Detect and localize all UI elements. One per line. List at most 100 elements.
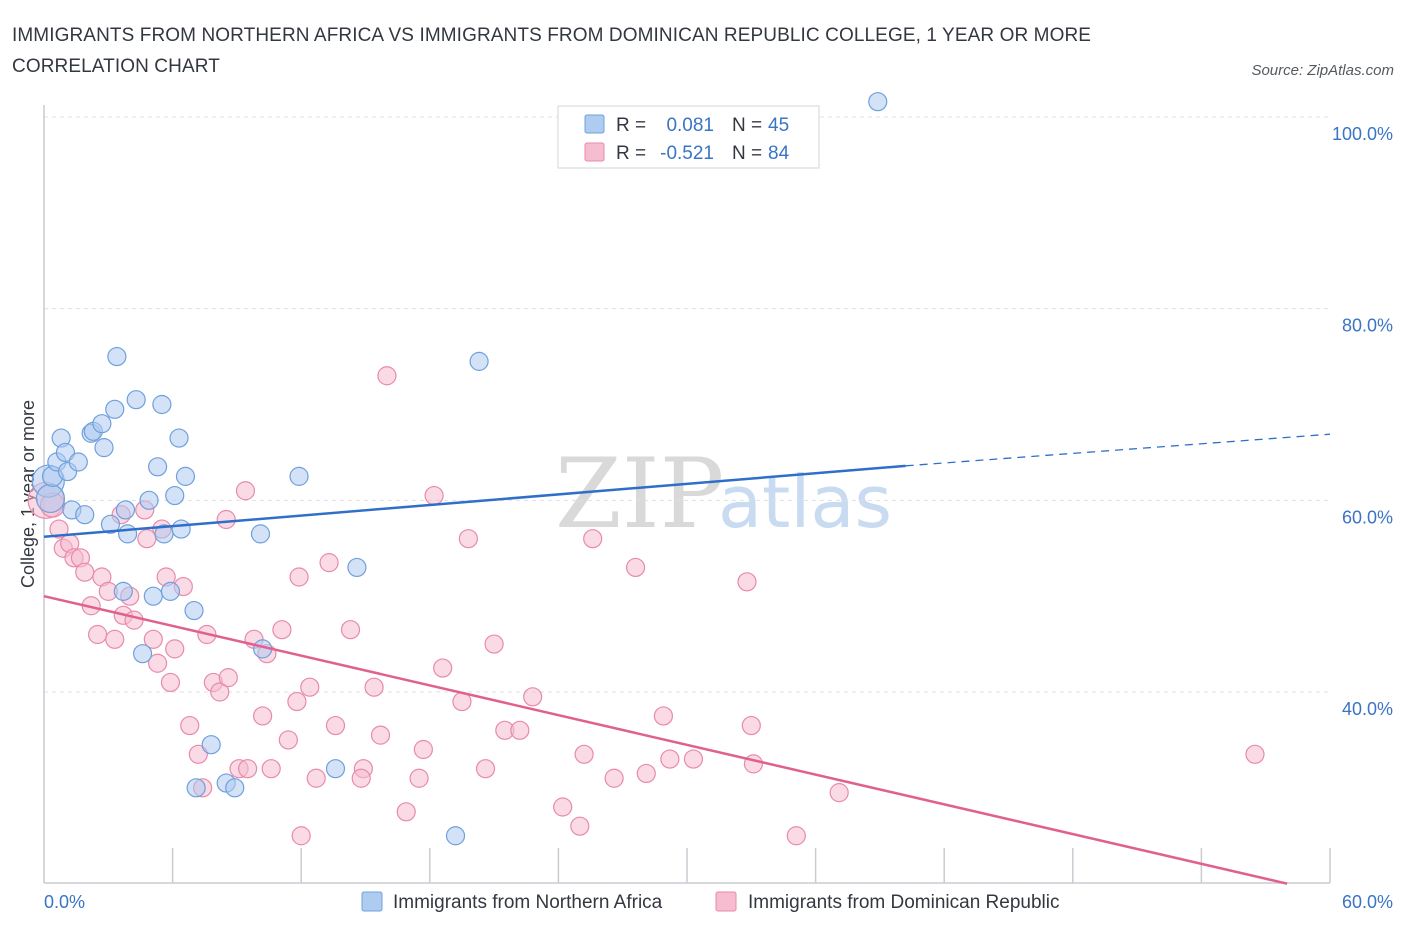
trend-line-extension: [905, 433, 1331, 467]
legend-swatch-blue: [584, 114, 605, 134]
point-dominican-republic: [351, 768, 371, 788]
point-northern-africa: [289, 466, 309, 486]
point-northern-africa: [325, 759, 346, 779]
point-dominican-republic: [216, 509, 236, 530]
point-northern-africa: [68, 452, 88, 472]
point-northern-africa: [105, 399, 125, 419]
y-tick-label: 40.0%: [1342, 699, 1393, 719]
point-dominican-republic: [319, 553, 339, 573]
point-dominican-republic: [409, 768, 429, 788]
point-northern-africa: [115, 500, 136, 520]
y-tick-label: 100.0%: [1332, 124, 1393, 144]
point-dominican-republic: [1245, 744, 1265, 764]
point-northern-africa: [201, 735, 221, 755]
trend-line-dominican-republic: [43, 594, 1288, 885]
point-northern-africa: [107, 346, 127, 367]
point-dominican-republic: [737, 572, 757, 592]
point-dominican-republic: [147, 653, 168, 673]
x-tick-label-min: 0.0%: [44, 892, 85, 912]
point-dominican-republic: [424, 485, 444, 506]
point-northern-africa: [117, 524, 138, 544]
legend-swatch-pink: [584, 142, 605, 162]
legend-n-label-blue: N =: [732, 115, 762, 136]
point-dominican-republic: [604, 768, 624, 788]
point-northern-africa: [868, 92, 888, 112]
point-northern-africa: [132, 644, 153, 664]
point-dominican-republic: [340, 620, 361, 640]
point-dominican-republic: [523, 687, 543, 707]
point-northern-africa: [171, 519, 191, 539]
point-dominican-republic: [300, 677, 320, 697]
trend-lines: [43, 433, 1331, 885]
point-dominican-republic: [829, 783, 849, 803]
point-dominican-republic: [570, 816, 590, 836]
point-dominican-republic: [510, 720, 530, 740]
point-northern-africa: [165, 485, 185, 506]
point-dominican-republic: [325, 715, 346, 736]
point-dominican-republic: [291, 826, 311, 846]
legend-r-label-pink: R =: [616, 143, 646, 164]
point-dominican-republic: [49, 519, 69, 539]
point-northern-africa: [445, 826, 466, 846]
point-northern-africa: [113, 581, 133, 601]
y-tick-label: 60.0%: [1342, 507, 1393, 527]
correlation-legend: R = 0.081 N = 45 R = -0.521 N = 84: [557, 105, 820, 169]
legend-n-value-pink: 84: [768, 143, 790, 164]
point-northern-africa: [169, 428, 189, 448]
bottom-legend-label-pink: Immigrants from Dominican Republic: [748, 892, 1060, 913]
point-northern-africa: [126, 390, 146, 410]
point-dominican-republic: [124, 610, 144, 630]
chart-title: IMMIGRANTS FROM NORTHERN AFRICA VS IMMIG…: [12, 25, 1092, 77]
point-dominican-republic: [741, 715, 761, 736]
point-dominican-republic: [218, 668, 238, 688]
y-tick-labels: 100.0% 80.0% 60.0% 40.0%: [1332, 124, 1393, 719]
point-dominican-republic: [289, 567, 309, 587]
legend-n-label-pink: N =: [732, 143, 762, 164]
point-northern-africa: [225, 778, 245, 798]
point-dominican-republic: [583, 529, 603, 549]
point-northern-africa: [152, 394, 172, 415]
point-dominican-republic: [278, 730, 298, 750]
point-dominican-republic: [364, 677, 384, 697]
point-dominican-republic: [636, 763, 656, 784]
legend-n-value-blue: 45: [768, 115, 789, 136]
point-dominican-republic: [180, 715, 200, 736]
point-northern-africa: [55, 442, 76, 463]
watermark-atlas: atlas: [718, 460, 892, 544]
point-dominican-republic: [475, 759, 496, 779]
point-dominican-republic: [553, 797, 573, 817]
point-dominican-republic: [396, 802, 416, 822]
point-northern-africa: [250, 524, 271, 544]
point-dominican-republic: [188, 744, 208, 764]
point-dominican-republic: [87, 624, 108, 645]
point-dominican-republic: [105, 629, 125, 649]
point-dominican-republic: [458, 529, 478, 549]
point-dominican-republic: [625, 557, 646, 578]
point-dominican-republic: [238, 759, 258, 779]
point-dominican-republic: [160, 672, 181, 693]
point-northern-africa: [139, 490, 159, 510]
point-northern-africa: [100, 514, 121, 534]
point-dominican-republic: [210, 682, 230, 702]
watermark-zip: ZIP: [555, 438, 724, 550]
point-dominican-republic: [306, 768, 326, 788]
bottom-legend-swatch-pink: [715, 891, 737, 912]
point-dominican-republic: [261, 759, 281, 779]
point-northern-africa: [469, 351, 489, 371]
point-northern-africa: [186, 778, 206, 798]
series-legend: Immigrants from Northern Africa Immigran…: [361, 891, 1060, 913]
y-axis-label: College, 1 year or more: [18, 400, 38, 588]
point-northern-africa: [184, 600, 204, 621]
bottom-legend-label-blue: Immigrants from Northern Africa: [393, 892, 663, 913]
watermark: ZIP atlas: [555, 438, 892, 550]
point-dominican-republic: [287, 691, 307, 712]
point-dominican-republic: [683, 749, 704, 769]
point-dominican-republic: [272, 620, 292, 640]
point-dominican-republic: [370, 725, 391, 745]
point-dominican-republic: [484, 634, 504, 654]
source-label: Source: ZipAtlas.com: [1251, 62, 1394, 79]
point-northern-africa: [175, 466, 196, 486]
point-dominican-republic: [433, 658, 453, 678]
point-northern-africa: [92, 414, 112, 434]
